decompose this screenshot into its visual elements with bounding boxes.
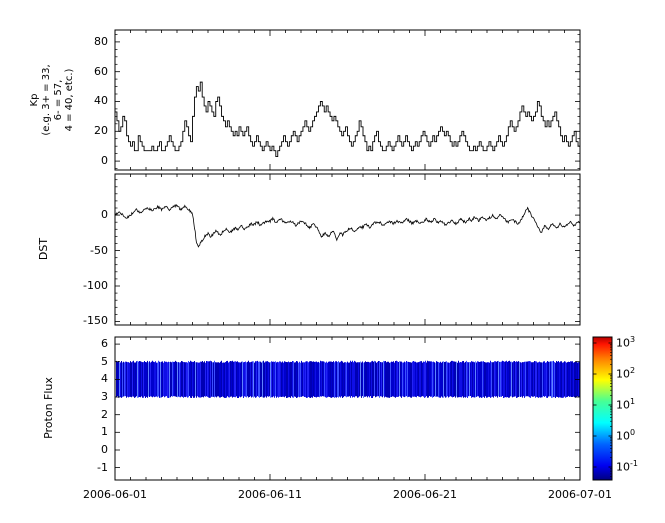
kp-axis-label-line: (e.g. 3+ = 33, [40, 64, 52, 136]
y-tick-label: 0 [101, 154, 108, 168]
y-tick-label: 0 [101, 208, 108, 222]
colorbar-tick-label: 101 [616, 397, 636, 412]
dst-axis-label: DST [37, 237, 50, 261]
x-tick-label: 2006-06-11 [238, 488, 302, 501]
colorbar-tick-label: 102 [616, 366, 636, 381]
y-tick-label: 4 [101, 372, 108, 386]
x-tick-label: 2006-06-01 [83, 488, 147, 501]
colorbar-tick-label: 103 [616, 335, 636, 350]
proton-flux-axis-label: Proton Flux [42, 377, 55, 439]
y-tick-label: 40 [94, 94, 108, 108]
y-tick-label: 60 [94, 64, 108, 78]
x-tick-label: 2006-07-01 [548, 488, 612, 501]
y-tick-label: -150 [83, 314, 108, 328]
y-tick-label: 6 [101, 337, 108, 351]
colorbar-tick-label: 100 [616, 428, 636, 443]
x-tick-label: 2006-06-21 [393, 488, 457, 501]
y-tick-label: -100 [83, 279, 108, 292]
y-tick-label: -1 [97, 460, 108, 474]
y-tick-label: 1 [101, 425, 108, 439]
y-tick-label: -50 [90, 243, 108, 257]
y-tick-label: 20 [94, 124, 108, 138]
y-tick-label: 5 [101, 354, 108, 368]
y-tick-label: 2 [101, 407, 108, 421]
colorbar-gradient [593, 337, 612, 480]
colorbar-tick-label: 10-1 [616, 459, 638, 474]
y-tick-label: 0 [101, 442, 108, 456]
y-tick-label: 80 [94, 34, 108, 48]
y-tick-label: 3 [101, 390, 108, 404]
kp-axis-label-line: Kp [29, 93, 40, 107]
